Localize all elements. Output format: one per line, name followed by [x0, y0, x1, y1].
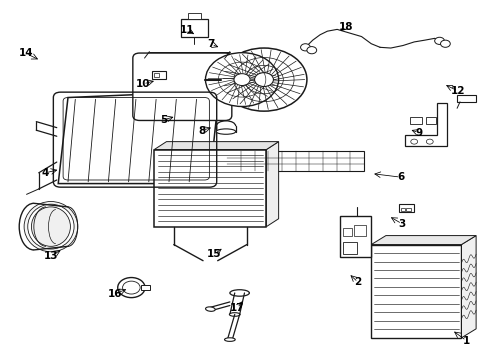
Ellipse shape: [205, 307, 215, 311]
Bar: [406, 208, 410, 211]
Ellipse shape: [24, 202, 78, 252]
Ellipse shape: [31, 207, 70, 246]
Bar: [400, 208, 405, 211]
Bar: [339, 216, 370, 257]
Ellipse shape: [216, 129, 235, 134]
Circle shape: [234, 74, 249, 86]
Circle shape: [306, 46, 316, 54]
Bar: [152, 71, 165, 79]
Bar: [227, 151, 363, 171]
Bar: [188, 13, 200, 19]
Ellipse shape: [224, 338, 235, 341]
Text: 1: 1: [462, 336, 469, 346]
Text: 14: 14: [19, 48, 33, 58]
Circle shape: [254, 73, 273, 86]
Bar: [353, 225, 366, 235]
Circle shape: [221, 48, 306, 111]
Circle shape: [440, 40, 449, 47]
Text: 9: 9: [414, 128, 421, 138]
Text: 12: 12: [450, 86, 465, 96]
Text: 7: 7: [207, 40, 215, 49]
Circle shape: [122, 281, 140, 294]
Circle shape: [205, 53, 278, 107]
Bar: [456, 95, 475, 102]
Ellipse shape: [40, 203, 62, 250]
Text: 5: 5: [160, 115, 167, 125]
Bar: [154, 73, 158, 77]
Polygon shape: [405, 103, 446, 146]
Circle shape: [426, 139, 432, 144]
Bar: [398, 204, 413, 212]
Text: 13: 13: [43, 251, 58, 261]
Polygon shape: [370, 235, 475, 244]
Text: 3: 3: [398, 219, 405, 229]
Text: 15: 15: [206, 249, 221, 259]
Text: 2: 2: [354, 277, 361, 287]
Polygon shape: [461, 235, 475, 338]
Bar: [141, 285, 150, 291]
Circle shape: [118, 278, 145, 298]
Polygon shape: [266, 141, 278, 226]
Text: 4: 4: [42, 168, 49, 178]
Polygon shape: [370, 244, 461, 338]
Text: 8: 8: [198, 126, 205, 135]
Text: 16: 16: [108, 289, 122, 299]
Polygon shape: [154, 141, 278, 149]
Text: 6: 6: [396, 172, 404, 182]
Circle shape: [300, 44, 310, 51]
Bar: [425, 117, 435, 125]
Bar: [154, 149, 266, 226]
Bar: [343, 228, 351, 235]
Text: 10: 10: [136, 79, 150, 89]
Circle shape: [410, 139, 417, 144]
Polygon shape: [58, 91, 219, 184]
Bar: [409, 117, 422, 125]
Ellipse shape: [229, 313, 240, 316]
Bar: [343, 242, 356, 254]
Text: 17: 17: [229, 303, 244, 313]
Ellipse shape: [229, 290, 249, 296]
Bar: [181, 19, 207, 37]
FancyBboxPatch shape: [133, 53, 231, 121]
Text: 18: 18: [338, 22, 352, 32]
Ellipse shape: [28, 204, 74, 249]
Circle shape: [434, 37, 444, 44]
Text: 11: 11: [180, 25, 194, 35]
